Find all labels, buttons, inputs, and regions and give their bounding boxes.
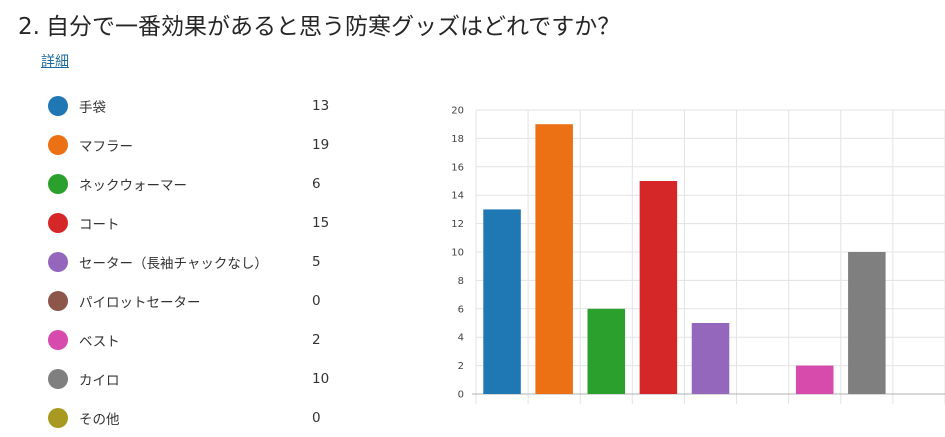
- legend-label: パイロットセーター: [79, 294, 201, 311]
- bar: [795, 365, 834, 394]
- legend-swatch: [48, 173, 68, 194]
- bar: [587, 308, 626, 394]
- legend-swatch: [48, 212, 68, 233]
- legend-label: ベスト: [79, 333, 120, 350]
- y-tick-label: 18: [451, 134, 464, 145]
- legend-label: その他: [79, 411, 120, 428]
- legend-swatch: [48, 407, 68, 428]
- legend-count: 19: [312, 136, 330, 153]
- legend-item: マフラー 19: [48, 125, 348, 164]
- legend-swatch: [48, 134, 68, 155]
- legend-swatch: [48, 368, 68, 389]
- details-link[interactable]: 詳細: [41, 54, 69, 70]
- legend-label: コート: [79, 216, 120, 233]
- legend-item: コート 15: [48, 203, 348, 242]
- legend-item: ネックウォーマー 6: [48, 164, 348, 203]
- legend-swatch: [48, 329, 68, 350]
- legend-count: 6: [312, 175, 321, 192]
- legend-item: ベスト 2: [48, 320, 348, 359]
- legend-count: 13: [312, 97, 330, 114]
- y-tick-label: 16: [451, 162, 464, 173]
- legend-count: 15: [312, 214, 330, 231]
- question-text: 自分で一番効果があると思う防寒グッズはどれですか？: [45, 14, 621, 40]
- legend-swatch: [48, 290, 68, 311]
- legend-swatch: [48, 251, 68, 272]
- legend-count: 2: [312, 331, 321, 348]
- legend-label: セーター（長袖チャックなし）: [79, 255, 268, 272]
- chart-legend: 手袋 13 マフラー 19 ネックウォーマー 6 コート 15 セーター（長袖チャックなし） 5 パ…: [48, 86, 348, 437]
- legend-count: 10: [312, 370, 330, 387]
- legend-item: セーター（長袖チャックなし） 5: [48, 242, 348, 281]
- bar: [691, 323, 730, 394]
- legend-item: その他 0: [48, 398, 348, 437]
- question-title: 2. 自分で一番効果があると思う防寒グッズはどれですか？: [18, 10, 620, 44]
- y-tick-label: 0: [458, 390, 464, 401]
- legend-count: 0: [312, 409, 321, 426]
- legend-label: ネックウォーマー: [79, 177, 187, 194]
- question-number: 2.: [18, 14, 40, 40]
- legend-label: マフラー: [79, 138, 133, 155]
- bar: [483, 209, 521, 394]
- legend-item: 手袋 13: [48, 86, 348, 125]
- legend-label: 手袋: [79, 99, 106, 116]
- y-tick-label: 6: [458, 304, 464, 315]
- y-tick-label: 20: [451, 106, 464, 117]
- y-tick-label: 2: [458, 361, 464, 372]
- bar-chart: 0 2 4 6 8 10 12 14 16 18 20: [451, 106, 945, 404]
- bar: [639, 181, 678, 394]
- legend-item: カイロ 10: [48, 359, 348, 398]
- legend-count: 0: [312, 292, 321, 309]
- y-tick-label: 4: [458, 333, 464, 344]
- bar: [535, 124, 573, 394]
- y-tick-label: 14: [451, 191, 464, 202]
- legend-swatch: [48, 95, 68, 116]
- y-tick-label: 12: [451, 219, 464, 230]
- y-tick-label: 10: [451, 248, 464, 259]
- bar: [848, 252, 886, 394]
- legend-count: 5: [312, 253, 321, 270]
- legend-label: カイロ: [79, 372, 120, 389]
- legend-item: パイロットセーター 0: [48, 281, 348, 320]
- y-tick-label: 8: [458, 276, 464, 287]
